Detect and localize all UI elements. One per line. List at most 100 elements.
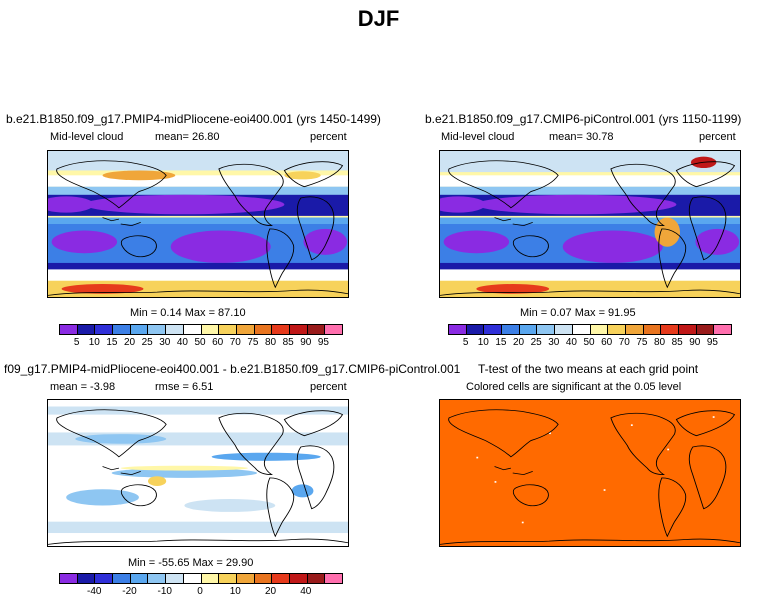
panel4-map: [439, 399, 741, 547]
colorbar-swatch: [696, 325, 715, 334]
panel1-minmax: Min = 0.14 Max = 87.10: [130, 307, 246, 319]
colorbar-swatch: [590, 325, 609, 334]
colorbar-swatch: [307, 574, 326, 583]
colorbar-swatch: [272, 325, 290, 334]
colorbar-swatch: [625, 325, 644, 334]
colorbar-swatch: [572, 325, 591, 334]
colorbar-swatch: [484, 325, 503, 334]
colorbar-swatch: [555, 325, 573, 334]
panel3-colorbar-ticks: -40 -20 -10 0 10 20 40: [59, 586, 341, 598]
panel1-variable: Mid-level cloud: [50, 131, 124, 143]
colorbar-tick-label: 50: [194, 337, 206, 348]
panel1-map: [47, 150, 349, 298]
panel3-rmse: rmse = 6.51: [155, 381, 214, 393]
colorbar-swatch: [643, 325, 662, 334]
colorbar-swatch: [254, 574, 273, 583]
colorbar-tick-label: 95: [317, 337, 329, 348]
colorbar-tick-label: -10: [157, 586, 172, 597]
colorbar-tick-label: 95: [706, 337, 718, 348]
panel3-map-svg: [48, 400, 348, 546]
colorbar-swatch: [219, 574, 237, 583]
colorbar-swatch: [307, 325, 326, 334]
colorbar-swatch: [466, 325, 485, 334]
colorbar-tick-label: 40: [176, 337, 188, 348]
colorbar-tick-label: 20: [123, 337, 136, 348]
colorbar-tick-label: -40: [87, 586, 102, 597]
colorbar-swatch: [148, 574, 167, 583]
colorbar-swatch: [148, 325, 167, 334]
colorbar-swatch: [60, 325, 78, 334]
colorbar-tick-label: 10: [229, 586, 241, 597]
panel3-map: [47, 399, 349, 547]
colorbar-swatch: [77, 574, 96, 583]
panel1-title: b.e21.B1850.f09_g17.PMIP4-midPliocene-eo…: [6, 112, 381, 126]
colorbar-tick-label: 25: [141, 337, 153, 348]
panel3-mean: mean = -3.98: [50, 381, 116, 393]
colorbar-tick-label: 80: [264, 337, 277, 348]
colorbar-tick-label: 5: [73, 337, 80, 348]
colorbar-swatch: [714, 325, 731, 334]
colorbar-swatch: [201, 325, 220, 334]
colorbar-swatch: [166, 574, 184, 583]
colorbar-tick-label: 85: [282, 337, 294, 348]
colorbar-swatch: [60, 574, 78, 583]
colorbar-tick-label: 40: [565, 337, 577, 348]
colorbar-tick-label: 75: [636, 337, 648, 348]
panel2-variable: Mid-level cloud: [441, 131, 515, 143]
panel3-colorbar: [59, 573, 343, 584]
colorbar-tick-label: 50: [583, 337, 595, 348]
colorbar-tick-label: 10: [88, 337, 100, 348]
colorbar-tick-label: 90: [300, 337, 312, 348]
colorbar-swatch: [113, 574, 131, 583]
colorbar-tick-label: 70: [229, 337, 241, 348]
colorbar-swatch: [254, 325, 273, 334]
panel2-units: percent: [699, 131, 736, 143]
colorbar-tick-label: 90: [689, 337, 701, 348]
panel4-title: T-test of the two means at each grid poi…: [478, 362, 699, 376]
panel2-mean: mean= 30.78: [549, 131, 614, 143]
colorbar-swatch: [183, 325, 202, 334]
panel2-title: b.e21.B1850.f09_g17.CMIP6-piControl.001 …: [425, 112, 742, 126]
panel1-units: percent: [310, 131, 347, 143]
colorbar-tick-label: 15: [106, 337, 118, 348]
colorbar-tick-label: 30: [159, 337, 171, 348]
colorbar-swatch: [166, 325, 184, 334]
panel2-colorbar: [448, 324, 732, 335]
figure-title: DJF: [357, 6, 400, 31]
colorbar-swatch: [130, 574, 149, 583]
colorbar-swatch: [661, 325, 679, 334]
colorbar-swatch: [130, 325, 149, 334]
colorbar-swatch: [519, 325, 538, 334]
panel3-title: f09_g17.PMIP4-midPliocene-eoi400.001 - b…: [4, 362, 461, 376]
panel2-map-svg: [440, 151, 740, 297]
colorbar-tick-label: 20: [264, 586, 277, 597]
panel4-map-svg: [440, 400, 740, 546]
colorbar-swatch: [325, 325, 342, 334]
colorbar-swatch: [201, 574, 220, 583]
panel2-map: [439, 150, 741, 298]
colorbar-swatch: [77, 325, 96, 334]
colorbar-swatch: [289, 325, 308, 334]
colorbar-tick-label: 60: [601, 337, 613, 348]
colorbar-swatch: [236, 574, 255, 583]
colorbar-swatch: [678, 325, 697, 334]
colorbar-swatch: [502, 325, 520, 334]
colorbar-tick-label: 60: [212, 337, 224, 348]
colorbar-tick-label: 0: [197, 586, 203, 597]
panel1-map-svg: [48, 151, 348, 297]
colorbar-swatch: [272, 574, 290, 583]
panel3-units: percent: [310, 381, 347, 393]
colorbar-swatch: [289, 574, 308, 583]
colorbar-tick-label: -20: [122, 586, 137, 597]
panel4-subtitle: Colored cells are significant at the 0.0…: [466, 381, 682, 393]
colorbar-tick-label: 70: [618, 337, 630, 348]
panel2-minmax: Min = 0.07 Max = 91.95: [520, 307, 636, 319]
colorbar-tick-label: 5: [462, 337, 469, 348]
panel1-colorbar: [59, 324, 343, 335]
colorbar-tick-label: 85: [671, 337, 683, 348]
colorbar-tick-label: 80: [653, 337, 666, 348]
colorbar-swatch: [113, 325, 131, 334]
colorbar-tick-label: 15: [495, 337, 507, 348]
colorbar-swatch: [325, 574, 342, 583]
colorbar-swatch: [537, 325, 556, 334]
